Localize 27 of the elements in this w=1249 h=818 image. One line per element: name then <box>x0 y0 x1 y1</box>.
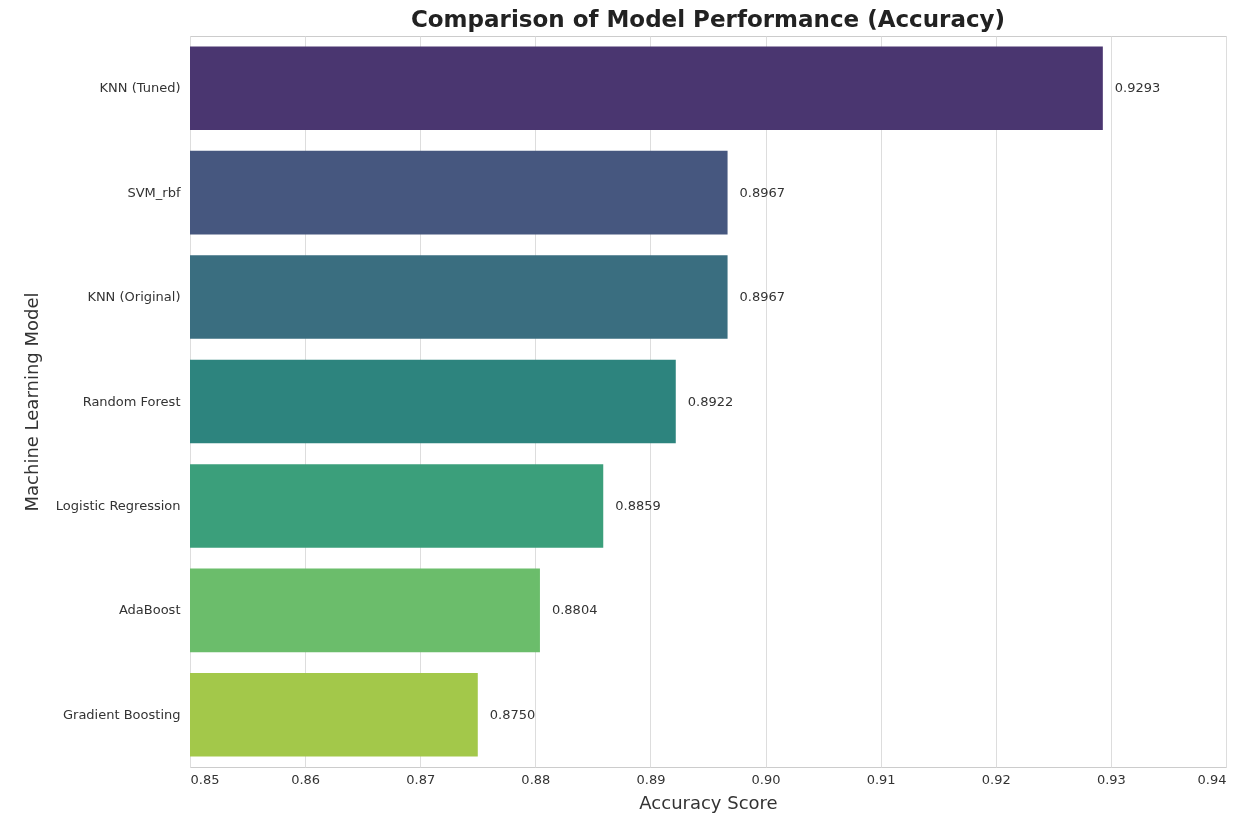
x-tick-label: 0.85 <box>190 771 220 787</box>
x-tick-label: 0.93 <box>1096 771 1126 787</box>
x-tick-label: 0.87 <box>406 771 436 787</box>
x-tick-label: 0.89 <box>636 771 666 787</box>
y-tick-label: KNN (Original) <box>87 289 181 305</box>
data-label: 0.9293 <box>1114 80 1161 96</box>
data-label: 0.8967 <box>739 184 786 200</box>
data-label: 0.8859 <box>615 497 661 513</box>
y-tick-label: Gradient Boosting <box>62 706 181 722</box>
x-tick-label: 0.90 <box>751 771 781 787</box>
y-tick-label: KNN (Tuned) <box>99 80 181 96</box>
data-label: 0.8922 <box>687 393 734 409</box>
x-tick-label: 0.88 <box>521 771 551 787</box>
data-label: 0.8750 <box>489 706 536 722</box>
chart-title: Comparison of Model Performance (Accuracy) <box>410 6 1006 32</box>
x-axis-title: Accuracy Score <box>639 791 778 813</box>
x-tick-label: 0.94 <box>1197 771 1227 787</box>
x-tick-label: 0.91 <box>866 771 896 787</box>
y-axis-title: Machine Learning Model <box>20 292 42 512</box>
y-tick-label: Logistic Regression <box>55 497 181 513</box>
data-label: 0.8967 <box>739 289 786 305</box>
x-tick-label: 0.92 <box>981 771 1011 787</box>
x-tick-label: 0.86 <box>291 771 321 787</box>
y-tick-label: Random Forest <box>82 393 181 409</box>
y-tick-label: SVM_rbf <box>127 184 181 200</box>
data-label: 0.8804 <box>551 602 598 618</box>
y-tick-label: AdaBoost <box>118 602 181 618</box>
